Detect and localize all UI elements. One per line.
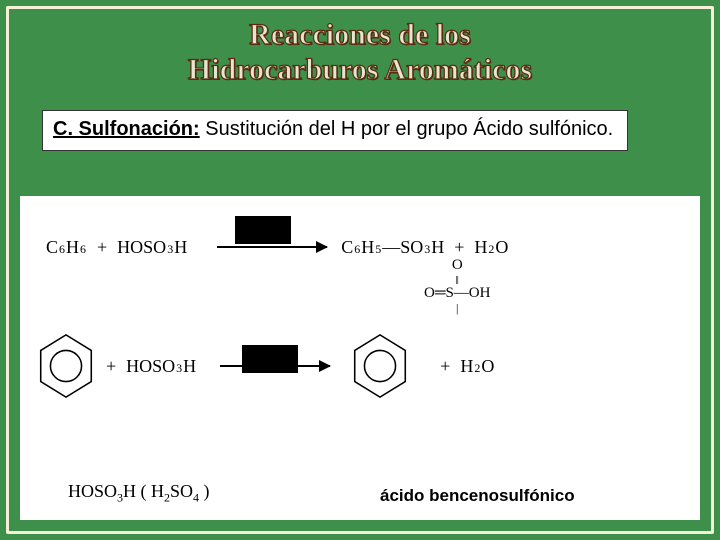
catalyst-box-2	[242, 345, 298, 373]
plus-sign: +	[454, 237, 464, 258]
slide-title: Reacciones de los Hidrocarburos Aromátic…	[0, 18, 720, 87]
reaction-row-1: C6H6 + HOSO3H C6H5—SO3H + H2O	[20, 222, 700, 272]
reactant-c6h6: C6H6	[46, 237, 87, 258]
description-box: C. Sulfonación: Sustitución del H por el…	[42, 110, 628, 151]
catalyst-box-1	[235, 216, 291, 244]
plus-sign: +	[106, 356, 116, 377]
reaction-arrow-2	[220, 365, 330, 367]
description-text: Sustitución del H por el grupo Ácido sul…	[200, 118, 614, 140]
benzene-ring-product	[350, 331, 410, 401]
footer-formula: HOSO3H ( H2SO4 )	[68, 481, 210, 506]
title-line-1: Reacciones de los	[0, 18, 720, 53]
reactant-hoso3h: HOSO3H	[117, 237, 187, 258]
product-h2o-2: H2O	[460, 356, 494, 377]
chemistry-panel: C6H6 + HOSO3H C6H5—SO3H + H2O O ‖ O═S—OH…	[20, 196, 700, 520]
description-heading: C. Sulfonación:	[53, 118, 200, 140]
reaction-row-2: + HOSO3H + H2O	[20, 306, 700, 426]
reaction-arrow-1	[217, 246, 327, 248]
reactant2-hoso3h: HOSO3H	[126, 356, 196, 377]
structure-mid: O═S—OH	[424, 286, 490, 302]
benzene-ring-reactant	[36, 331, 96, 401]
product-h2o-1: H2O	[474, 237, 508, 258]
product-name-label: ácido bencenosulfónico	[380, 486, 575, 506]
plus-sign: +	[440, 356, 450, 377]
structure-o-top: O	[424, 258, 490, 274]
plus-sign: +	[97, 237, 107, 258]
title-line-2: Hidrocarburos Aromáticos	[0, 53, 720, 88]
product-c6h5so3h: C6H5—SO3H	[341, 237, 444, 258]
